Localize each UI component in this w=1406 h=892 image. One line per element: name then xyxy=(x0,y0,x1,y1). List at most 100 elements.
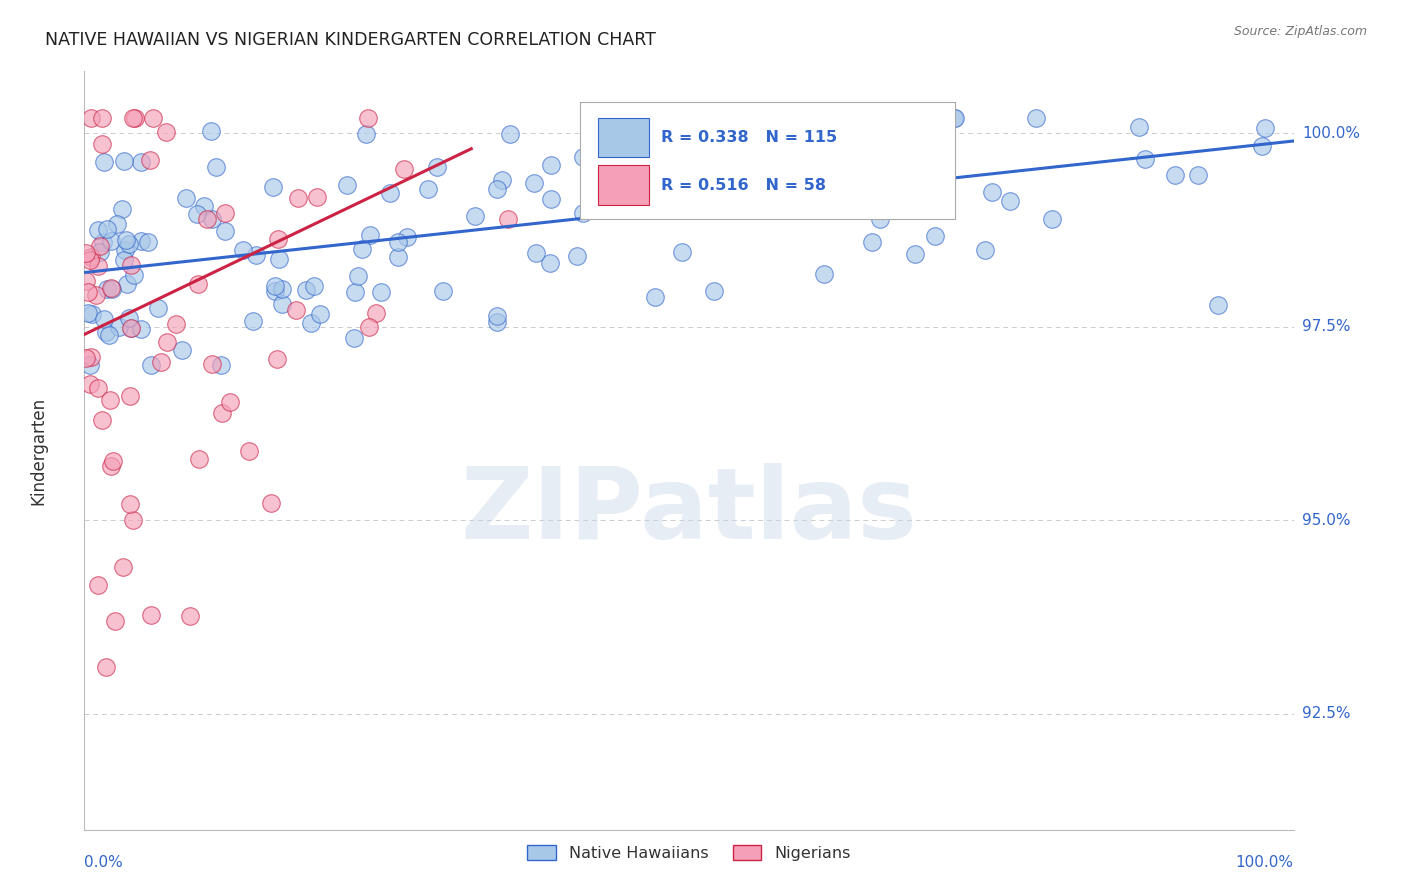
Point xyxy=(271,282,294,296)
Point xyxy=(1251,138,1274,153)
Point xyxy=(105,217,128,231)
Point xyxy=(79,359,101,373)
Point xyxy=(1254,120,1277,135)
Point xyxy=(943,111,966,125)
Point xyxy=(114,233,136,247)
Point xyxy=(644,290,666,304)
Point xyxy=(485,182,508,196)
Text: Source: ZipAtlas.com: Source: ZipAtlas.com xyxy=(1233,25,1367,38)
Point xyxy=(1187,168,1209,182)
Point xyxy=(343,331,366,345)
Point xyxy=(142,111,165,125)
Point xyxy=(485,315,508,329)
Point xyxy=(352,242,374,256)
Point xyxy=(380,186,402,200)
Point xyxy=(89,245,111,260)
Point xyxy=(917,175,939,189)
Point xyxy=(703,284,725,298)
Point xyxy=(686,142,709,156)
Point xyxy=(112,153,135,168)
Point xyxy=(75,274,97,288)
Point xyxy=(118,310,141,325)
Point xyxy=(364,305,387,319)
Point xyxy=(354,128,377,142)
Point xyxy=(165,317,187,331)
Point xyxy=(707,155,730,169)
Text: 100.0%: 100.0% xyxy=(1302,126,1360,141)
Point xyxy=(172,343,194,357)
Point xyxy=(981,185,1004,199)
Point xyxy=(120,389,142,403)
Point xyxy=(924,228,946,243)
Point xyxy=(302,279,325,293)
Point xyxy=(86,223,108,237)
Point xyxy=(100,458,122,473)
Point xyxy=(97,328,120,343)
Text: NATIVE HAWAIIAN VS NIGERIAN KINDERGARTEN CORRELATION CHART: NATIVE HAWAIIAN VS NIGERIAN KINDERGARTEN… xyxy=(45,31,655,49)
Point xyxy=(131,234,153,248)
Point xyxy=(1025,111,1047,125)
Point xyxy=(690,152,713,166)
Point xyxy=(90,111,112,125)
Point xyxy=(79,376,101,391)
Point xyxy=(295,283,318,297)
Point xyxy=(416,182,439,196)
Text: 92.5%: 92.5% xyxy=(1302,706,1350,721)
Point xyxy=(285,302,308,317)
Text: 100.0%: 100.0% xyxy=(1236,855,1294,870)
Point xyxy=(101,282,124,296)
Point xyxy=(156,334,179,349)
Point xyxy=(245,248,267,262)
Point xyxy=(232,243,254,257)
Point xyxy=(129,155,152,169)
Point xyxy=(287,191,309,205)
Point xyxy=(121,513,143,527)
Point xyxy=(174,191,197,205)
Point xyxy=(86,381,108,395)
Point xyxy=(242,313,264,327)
Point xyxy=(264,279,287,293)
Point xyxy=(876,191,898,205)
Point xyxy=(524,246,547,260)
Point xyxy=(90,136,112,151)
Point xyxy=(496,211,519,226)
Point xyxy=(122,111,145,125)
Point xyxy=(139,359,162,373)
Point xyxy=(305,190,328,204)
Point xyxy=(671,182,693,196)
Point xyxy=(346,269,368,284)
Point xyxy=(869,211,891,226)
Text: ZIPatlas: ZIPatlas xyxy=(461,463,917,559)
Point xyxy=(464,209,486,223)
Point xyxy=(87,259,110,273)
Point xyxy=(200,123,222,137)
Point xyxy=(264,284,287,298)
Point xyxy=(499,127,522,141)
Point xyxy=(1040,212,1063,227)
Point xyxy=(131,322,153,336)
Point xyxy=(392,161,415,176)
Point xyxy=(100,281,122,295)
Point xyxy=(122,268,145,282)
Point xyxy=(80,350,103,364)
Point xyxy=(396,230,419,244)
Point xyxy=(540,256,562,270)
Point xyxy=(214,205,236,219)
Text: 95.0%: 95.0% xyxy=(1302,513,1350,527)
Point xyxy=(214,224,236,238)
Text: R = 0.338   N = 115: R = 0.338 N = 115 xyxy=(661,130,837,145)
Point xyxy=(187,277,209,291)
Point xyxy=(84,288,107,302)
Point xyxy=(195,212,218,227)
Point xyxy=(800,194,823,208)
Point xyxy=(193,199,215,213)
Point xyxy=(359,228,381,243)
Point xyxy=(262,180,284,194)
Point xyxy=(205,161,228,175)
Point xyxy=(79,250,101,264)
Point xyxy=(211,406,233,420)
Point xyxy=(540,159,562,173)
Point xyxy=(96,222,118,236)
Point xyxy=(219,394,242,409)
Point xyxy=(238,444,260,458)
